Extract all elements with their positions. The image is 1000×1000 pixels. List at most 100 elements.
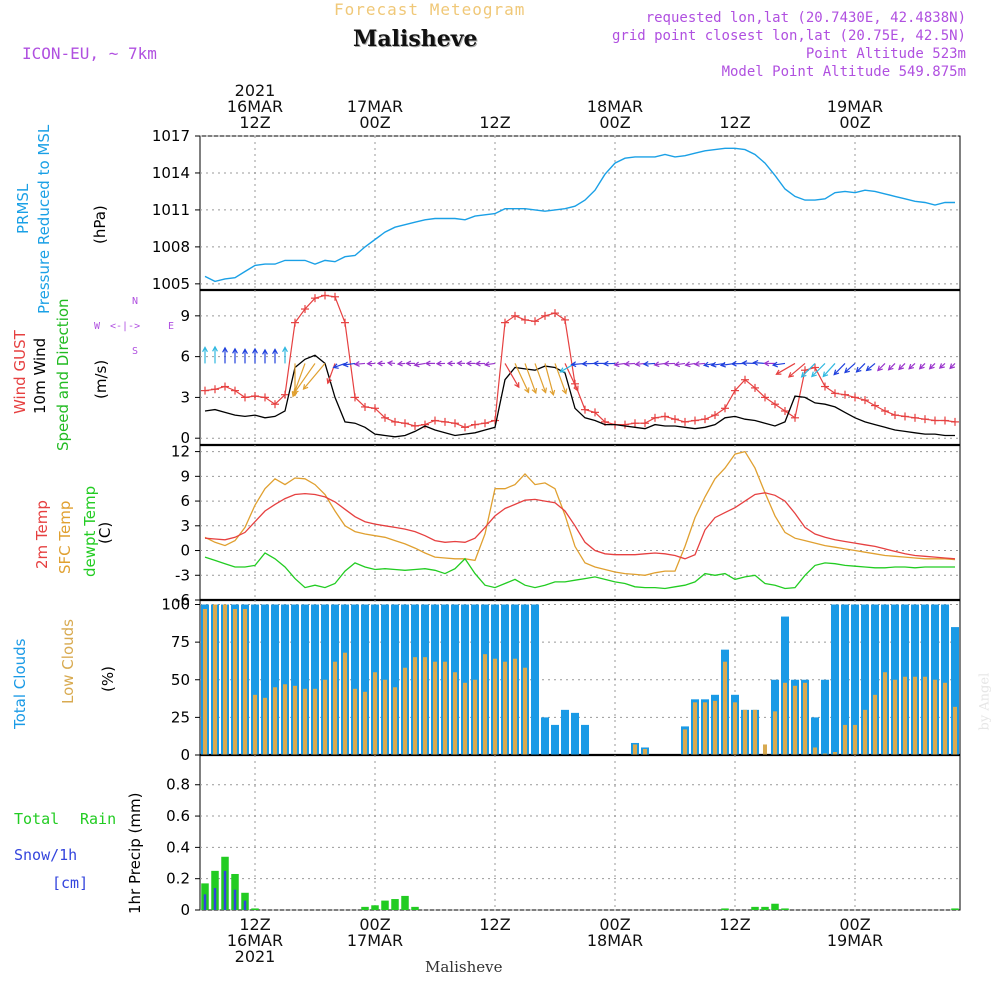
temp-ytick-label: 9	[180, 467, 190, 485]
wind-arrow-head	[242, 348, 248, 355]
low-cloud-bar	[853, 724, 857, 755]
wind-arrow-head	[282, 346, 288, 353]
top-time-label: 00Z	[839, 113, 870, 132]
low-cloud-bar	[463, 682, 467, 755]
wind-arrow	[776, 362, 796, 375]
wind-arrow-head	[684, 361, 691, 368]
snow-bar	[203, 894, 207, 910]
total-cloud-bar	[821, 679, 829, 755]
low-cloud-bar	[753, 709, 757, 755]
model-altitude: Model Point Altitude 549.875m	[721, 64, 966, 80]
low-cloud-bar	[253, 694, 257, 755]
low-cloud-bar	[863, 709, 867, 755]
clouds-ytick-label: 75	[171, 633, 190, 651]
wind-arrow-head	[822, 371, 829, 378]
wind-arrow-head	[844, 367, 850, 374]
bottom-time-label: 00Z	[359, 915, 390, 934]
wind-arrow-head	[405, 360, 412, 367]
bottom-time-label: 19MAR	[827, 931, 883, 950]
low-cloud-bar	[643, 748, 647, 755]
wind-arrow-head	[376, 360, 383, 367]
snow-bar	[223, 870, 227, 910]
low-cloud-bar	[293, 685, 297, 755]
wind-arrow	[614, 362, 626, 366]
wind-arrow-head	[252, 347, 258, 354]
low-cloud-bar	[733, 702, 737, 755]
wind-arrow-head	[291, 391, 298, 398]
wind-arrow-head	[561, 388, 568, 395]
pressure-ytick-label: 1005	[152, 275, 190, 293]
wind-arrow	[685, 362, 696, 366]
rain-bar	[951, 908, 959, 910]
low-cloud-bar	[873, 694, 877, 755]
compass-n: N	[132, 296, 139, 307]
wind-arrow-head	[573, 385, 579, 392]
wind-arrow	[333, 362, 346, 369]
low-cloud-bar	[843, 724, 847, 755]
wind-arrow-head	[474, 360, 481, 367]
total-cloud-bar	[541, 717, 549, 755]
wind-arrow-head	[653, 361, 660, 368]
temp-ytick-label: -6	[175, 591, 190, 609]
temp-ytick-label: 12	[171, 443, 190, 461]
wind-arrow	[844, 362, 856, 373]
point-altitude: Point Altitude 523m	[805, 46, 966, 62]
low-cloud-bar	[793, 685, 797, 755]
snow-unit-label: [cm]	[52, 874, 89, 892]
wind-arrow	[822, 363, 836, 377]
low-cloud-bar	[833, 751, 837, 755]
total-cloud-bar	[281, 604, 289, 755]
low-cloud-bar	[403, 667, 407, 755]
compass-rose: N W <-|-> E S	[94, 296, 186, 360]
low-cloud-bar	[423, 657, 427, 755]
wind-arrow-head	[865, 365, 872, 372]
pressure-frame	[199, 135, 961, 291]
precip-ytick-label: 0.4	[166, 838, 190, 856]
wind-arrow	[773, 362, 786, 366]
wind-arrow-head	[541, 387, 547, 394]
wind-arrow-head	[634, 361, 641, 367]
bottom-time-label: 18MAR	[587, 931, 643, 950]
precip-ytick-label: 0.2	[166, 870, 190, 888]
total-cloud-bar	[301, 604, 309, 755]
wind-arrow	[866, 362, 876, 371]
dewpt-line	[204, 552, 955, 590]
top-time-label: 19MAR	[827, 97, 883, 116]
total-cloud-bar	[811, 717, 819, 755]
low-cloud-bar	[333, 661, 337, 755]
wind-arrow	[414, 362, 426, 366]
rain-bar	[771, 903, 779, 910]
snow-bar	[213, 888, 217, 910]
wind-arrow-head	[202, 346, 208, 353]
wind-arrow	[293, 363, 316, 394]
wind-arrow	[534, 363, 547, 393]
low-cloud-bar	[343, 652, 347, 755]
total-cloud-bar	[841, 604, 849, 755]
wind-arrow-head	[366, 360, 373, 367]
wind-arrow-head	[887, 364, 894, 371]
wind-arrow-head	[938, 363, 945, 369]
wind-arrow-head	[613, 361, 620, 368]
bottom-time-label: 00Z	[839, 915, 870, 934]
top-time-label: 12Z	[479, 113, 510, 132]
top-time-label: 00Z	[359, 113, 390, 132]
wind-arrow-head	[592, 360, 599, 367]
wind-arrow-head	[693, 361, 700, 367]
total-cloud-bar	[871, 604, 879, 755]
wind-arrow-head	[877, 365, 883, 372]
wind-arrow	[303, 363, 326, 390]
rain-bar	[411, 906, 419, 910]
low-cloud-bar	[823, 753, 827, 755]
total-cloud-bar	[461, 604, 469, 755]
low-cloud-bar	[923, 676, 927, 755]
wind-arrow	[354, 362, 366, 365]
bottom-time-label: 12Z	[239, 915, 270, 934]
rain-bar	[401, 895, 409, 910]
rain-bar	[391, 899, 399, 910]
low-cloud-bar	[303, 688, 307, 755]
wind-arrow-head	[446, 360, 453, 367]
low-cloud-bar	[903, 676, 907, 755]
low-cloud-bar	[493, 658, 497, 755]
wind-speed-line	[204, 354, 955, 438]
wind-frame	[199, 289, 961, 446]
